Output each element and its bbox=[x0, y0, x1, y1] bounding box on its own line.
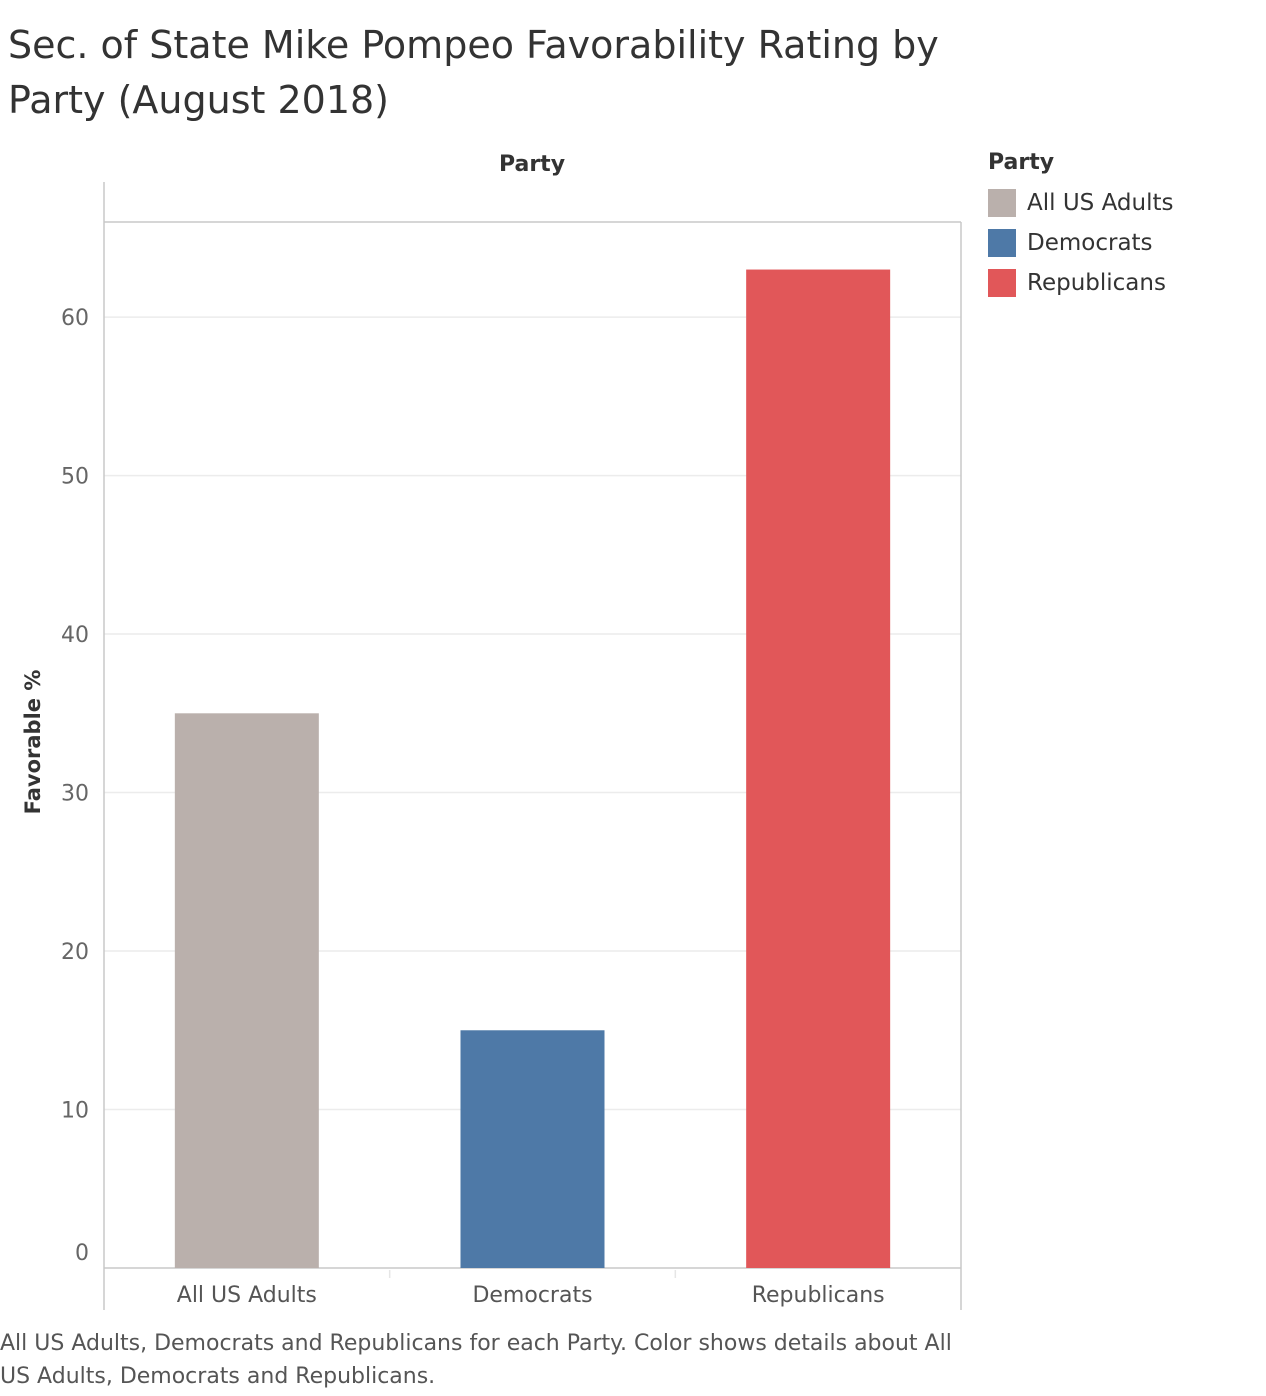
legend-label: All US Adults bbox=[1027, 190, 1174, 216]
y-tick-label: 60 bbox=[61, 306, 89, 331]
legend-swatch bbox=[988, 229, 1016, 257]
bar-republicans[interactable] bbox=[746, 269, 891, 1269]
bar-all-us-adults[interactable] bbox=[174, 713, 319, 1268]
y-tick-label: 40 bbox=[61, 623, 89, 648]
y-axis-title: Favorable % bbox=[21, 670, 45, 815]
chart-caption: All US Adults, Democrats and Republicans… bbox=[0, 1331, 952, 1389]
x-tick-labels: All US Adults Democrats Republicans bbox=[177, 1270, 885, 1308]
bar-democrats[interactable] bbox=[460, 1030, 605, 1268]
legend-label: Republicans bbox=[1027, 270, 1166, 296]
column-header: Party bbox=[499, 152, 565, 177]
x-tick-label: All US Adults bbox=[177, 1283, 317, 1308]
x-tick-label: Republicans bbox=[752, 1283, 885, 1308]
legend-title: Party bbox=[988, 150, 1055, 175]
legend-item-republicans[interactable]: Republicans bbox=[988, 263, 1173, 303]
y-tick-label: 20 bbox=[61, 940, 89, 965]
chart-title: Sec. of State Mike Pompeo Favorability R… bbox=[8, 23, 939, 122]
bars bbox=[174, 269, 891, 1269]
y-tick-label: 10 bbox=[61, 1099, 89, 1124]
legend-label: Democrats bbox=[1027, 230, 1153, 256]
x-tick-label: Democrats bbox=[472, 1283, 592, 1308]
legend-swatch bbox=[988, 269, 1016, 297]
legend-item-democrats[interactable]: Democrats bbox=[988, 223, 1173, 263]
legend-swatch bbox=[988, 189, 1016, 217]
y-tick-label: 50 bbox=[61, 465, 89, 490]
y-tick-label: 30 bbox=[61, 782, 89, 807]
y-tick-labels: 0 10 20 30 40 50 60 bbox=[61, 306, 89, 1266]
legend: Party All US Adults Democrats Republican… bbox=[988, 150, 1173, 303]
y-tick-label: 0 bbox=[75, 1241, 89, 1266]
legend-item-all-us-adults[interactable]: All US Adults bbox=[988, 183, 1173, 223]
